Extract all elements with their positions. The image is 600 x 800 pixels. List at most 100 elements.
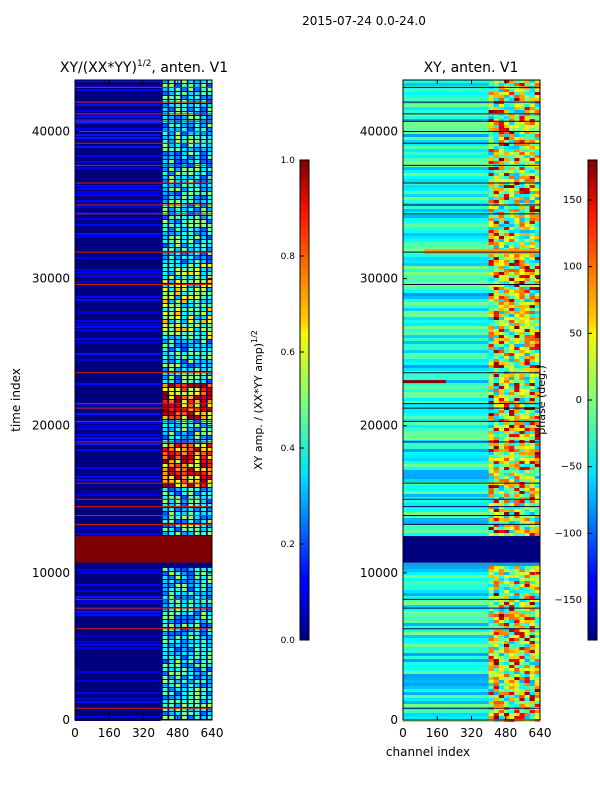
right-active-cell: [534, 698, 540, 701]
right-active-cell: [519, 329, 525, 332]
right-active-cell: [529, 635, 535, 638]
left-active-cell: [188, 584, 194, 587]
right-active-cell: [504, 524, 510, 527]
left-active-cell: [169, 452, 174, 455]
right-streak: [403, 383, 489, 386]
right-active-cell: [534, 695, 540, 698]
left-active-cell: [201, 412, 207, 415]
left-active-cell: [162, 352, 168, 355]
right-active-cell: [498, 188, 505, 191]
right-active-cell: [493, 410, 499, 413]
left-active-cell: [182, 296, 187, 299]
right-active-cell: [524, 233, 530, 236]
right-active-cell: [524, 200, 530, 203]
right-active-cell: [509, 470, 515, 473]
left-active-cell: [188, 656, 194, 659]
right-active-cell: [519, 290, 525, 293]
left-active-cell: [194, 368, 200, 371]
right-active-cell: [509, 503, 515, 506]
left-active-cell: [175, 580, 181, 583]
left-active-cell: [182, 472, 187, 475]
right-active-cell: [504, 461, 510, 464]
right-active-cell: [529, 377, 535, 380]
left-active-cell: [175, 152, 181, 155]
right-active-cell: [498, 197, 505, 200]
right-active-cell: [488, 587, 494, 590]
right-active-cell: [498, 107, 505, 110]
right-active-cell: [529, 338, 535, 341]
right-active-cell: [504, 578, 510, 581]
left-active-cell: [188, 296, 194, 299]
left-active-cell: [194, 176, 200, 179]
left-active-cell: [182, 528, 187, 531]
right-active-cell: [498, 689, 505, 692]
left-active-cell: [201, 524, 207, 527]
right-active-cell: [534, 527, 540, 530]
left-active-cell: [207, 264, 213, 267]
right-active-cell: [524, 341, 530, 344]
right-active-cell: [498, 587, 505, 590]
right-active-cell: [498, 215, 505, 218]
left-active-cell: [169, 96, 174, 99]
right-active-cell: [493, 596, 499, 599]
right-active-cell: [509, 95, 515, 98]
right-active-cell: [529, 677, 535, 680]
right-active-cell: [493, 638, 499, 641]
right-active-cell: [488, 674, 494, 677]
right-active-cell: [529, 698, 535, 701]
right-active-cell: [514, 587, 520, 590]
left-bg-streak: [75, 155, 161, 157]
left-active-cell: [207, 532, 213, 535]
left-active-cell: [194, 444, 200, 447]
right-active-cell: [514, 449, 520, 452]
left-active-cell: [194, 636, 200, 639]
left-active-cell: [194, 588, 200, 591]
right-active-cell: [529, 224, 535, 227]
left-active-cell: [162, 392, 168, 395]
left-active-cell: [182, 416, 187, 419]
right-active-cell: [504, 173, 510, 176]
left-active-cell: [182, 92, 187, 95]
left-bg-streak: [75, 194, 161, 196]
right-active-cell: [534, 176, 540, 179]
right-active-cell: [498, 182, 505, 185]
right-active-cell: [529, 503, 535, 506]
left-bg-streak: [75, 614, 161, 616]
left-active-cell: [175, 132, 181, 135]
left-active-cell: [201, 136, 207, 139]
left-y-tick-label: 40000: [32, 124, 70, 138]
right-active-cell: [488, 404, 494, 407]
left-active-cell: [169, 700, 174, 703]
left-active-cell: [194, 256, 200, 259]
right-active-cell: [504, 608, 510, 611]
right-active-cell: [524, 344, 530, 347]
right-active-cell: [514, 431, 520, 434]
right-active-cell: [509, 161, 515, 164]
right-active-cell: [509, 203, 515, 206]
left-active-cell: [175, 352, 181, 355]
left-active-cell: [169, 376, 174, 379]
right-active-cell: [519, 428, 525, 431]
right-active-cell: [529, 242, 535, 245]
right-streak: [403, 179, 489, 182]
right-active-cell: [519, 677, 525, 680]
right-active-cell: [519, 662, 525, 665]
right-active-cell: [514, 518, 520, 521]
right-streak: [403, 374, 489, 377]
right-active-cell: [534, 485, 540, 488]
right-phase-stripe: [403, 380, 446, 384]
right-active-cell: [514, 146, 520, 149]
right-streak: [403, 416, 489, 419]
right-active-cell: [524, 293, 530, 296]
right-active-cell: [524, 386, 530, 389]
left-active-cell: [162, 240, 168, 243]
right-active-cell: [488, 269, 494, 272]
right-streak: [403, 659, 489, 662]
right-active-cell: [534, 512, 540, 515]
right-active-cell: [509, 635, 515, 638]
left-active-cell: [169, 360, 174, 363]
left-active-cell: [169, 264, 174, 267]
right-active-cell: [493, 476, 499, 479]
right-active-cell: [488, 242, 494, 245]
right-active-cell: [534, 665, 540, 668]
